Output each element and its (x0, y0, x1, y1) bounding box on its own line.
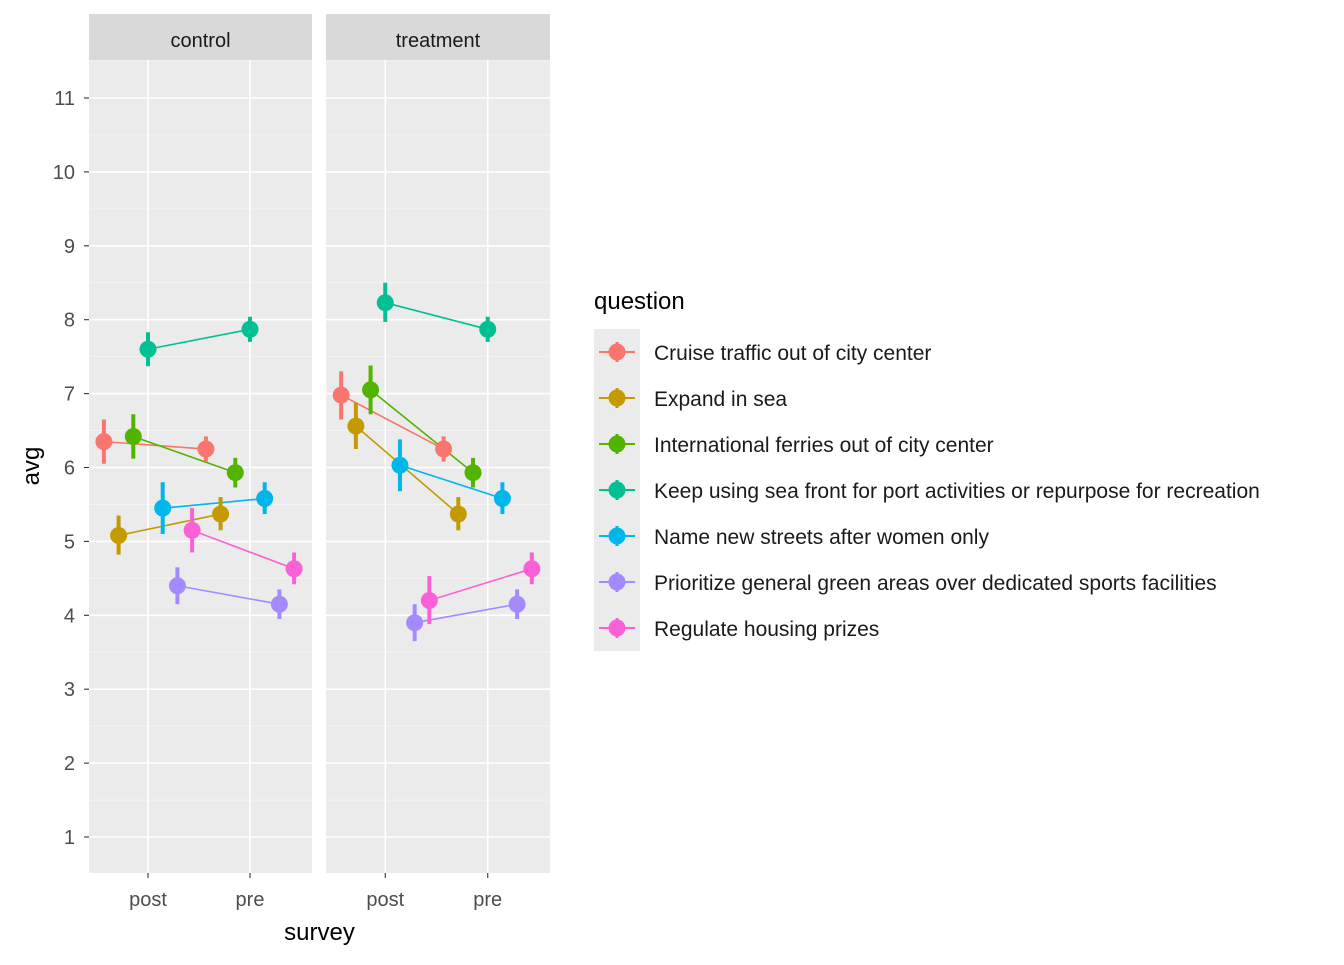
legend-key-point (608, 481, 626, 499)
data-point (154, 499, 172, 517)
data-point (391, 456, 409, 474)
data-point (523, 560, 541, 578)
legend-key-point (608, 343, 626, 361)
series-line (414, 603, 518, 624)
data-point (449, 505, 467, 523)
legend-key-point (608, 619, 626, 637)
data-point (212, 505, 230, 523)
data-point (139, 340, 157, 358)
x-tick-label: post (129, 889, 167, 911)
y-tick-label: 3 (64, 679, 75, 701)
data-point (168, 577, 186, 595)
legend-label: Cruise traffic out of city center (654, 342, 931, 365)
data-point (362, 381, 380, 399)
series-line (103, 440, 206, 450)
data-point (95, 433, 113, 451)
y-tick-label: 9 (64, 236, 75, 258)
series-line (118, 513, 221, 537)
x-tick-label: pre (236, 889, 265, 911)
data-point (376, 294, 394, 312)
series-line (162, 497, 265, 509)
y-tick-label: 5 (64, 531, 75, 553)
series-line (340, 394, 444, 450)
series-line (133, 435, 236, 474)
y-tick-label: 6 (64, 458, 75, 480)
legend-key-point (608, 435, 626, 453)
facet-label: control (170, 30, 230, 52)
data-point (493, 490, 511, 508)
facet-strip (326, 14, 550, 60)
legend-key-point (608, 573, 626, 591)
x-tick-label: pre (473, 889, 502, 911)
data-point (256, 490, 274, 508)
facet-strip (89, 14, 312, 60)
legend-label: Expand in sea (654, 388, 787, 411)
series-line (370, 389, 474, 474)
y-tick-label: 7 (64, 384, 75, 406)
data-point (508, 595, 526, 613)
series-line (399, 464, 503, 500)
y-tick-label: 10 (53, 162, 75, 184)
y-tick-label: 8 (64, 310, 75, 332)
series-line (429, 567, 533, 602)
series-line (147, 328, 251, 351)
data-point (406, 614, 424, 632)
legend-label: International ferries out of city center (654, 434, 994, 457)
data-point (435, 440, 453, 458)
data-point (183, 521, 201, 539)
y-tick-label: 2 (64, 753, 75, 775)
legend-label: Regulate housing prizes (654, 618, 879, 641)
data-point (479, 320, 497, 338)
series-line (355, 425, 459, 515)
data-point (332, 386, 350, 404)
y-axis-title: avg (18, 447, 45, 486)
panel-background (89, 60, 312, 873)
data-point (110, 526, 128, 544)
legend-label: Name new streets after women only (654, 526, 989, 549)
data-point (420, 592, 438, 610)
y-tick-label: 1 (64, 827, 75, 849)
series-line (177, 584, 280, 606)
data-point (464, 464, 482, 482)
data-point (270, 595, 288, 613)
data-point (197, 440, 215, 458)
series-line (385, 301, 488, 331)
y-tick-label: 11 (54, 88, 75, 110)
data-point (124, 427, 142, 445)
facet-label: treatment (396, 30, 481, 52)
legend-title: question (594, 288, 685, 315)
legend-key-point (608, 527, 626, 545)
x-tick-label: post (366, 889, 404, 911)
y-tick-label: 4 (64, 605, 75, 627)
series-line (191, 529, 295, 570)
data-point (226, 464, 244, 482)
legend-label: Keep using sea front for port activities… (654, 480, 1260, 503)
panel-background (326, 60, 550, 873)
legend-key-point (608, 389, 626, 407)
x-axis-title: survey (284, 919, 355, 946)
data-point (241, 320, 259, 338)
data-point (285, 560, 303, 578)
legend-label: Prioritize general green areas over dedi… (654, 572, 1217, 595)
data-point (347, 417, 365, 435)
